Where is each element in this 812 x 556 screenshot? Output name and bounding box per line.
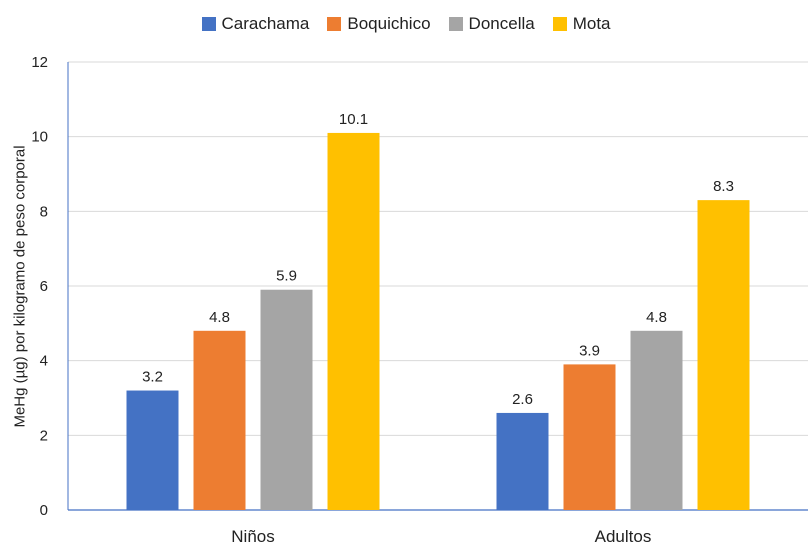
data-label: 4.8 <box>646 309 667 326</box>
data-label: 4.8 <box>209 309 230 326</box>
data-label: 3.9 <box>579 342 600 359</box>
bar-doncella-0 <box>260 289 313 510</box>
data-label: 3.2 <box>142 369 163 386</box>
y-tick-label: 12 <box>31 54 48 71</box>
bar-mota-0 <box>327 132 380 510</box>
legend-swatch-mota <box>552 17 567 31</box>
legend-item-carachama: Carachama <box>201 14 310 34</box>
legend-item-doncella: Doncella <box>448 14 535 34</box>
legend-swatch-doncella <box>448 17 463 31</box>
bar-doncella-1 <box>630 330 683 510</box>
legend-label-boquichico: Boquichico <box>347 14 431 33</box>
legend-item-boquichico: Boquichico <box>327 14 431 34</box>
y-tick-label: 10 <box>31 129 48 146</box>
bar-carachama-0 <box>126 390 179 510</box>
x-category-label: Niños <box>231 527 274 546</box>
legend-label-carachama: Carachama <box>221 14 310 33</box>
legend-swatch-boquichico <box>327 17 342 31</box>
data-label: 2.6 <box>512 391 533 408</box>
y-tick-label: 8 <box>40 203 48 220</box>
data-label: 10.1 <box>339 111 368 128</box>
legend: Carachama Boquichico Doncella Mota <box>0 14 812 34</box>
legend-label-doncella: Doncella <box>468 14 535 33</box>
legend-label-mota: Mota <box>572 14 611 33</box>
bar-boquichico-0 <box>193 330 246 510</box>
x-category-label: Adultos <box>595 527 652 546</box>
bar-carachama-1 <box>496 412 549 510</box>
data-label: 8.3 <box>713 178 734 195</box>
y-tick-label: 0 <box>40 502 48 519</box>
legend-item-mota: Mota <box>552 14 611 34</box>
y-tick-label: 6 <box>40 278 48 295</box>
y-tick-label: 2 <box>40 427 48 444</box>
legend-swatch-carachama <box>201 17 216 31</box>
y-tick-label: 4 <box>40 353 48 370</box>
bar-mota-1 <box>697 200 750 510</box>
bar-boquichico-1 <box>563 364 616 510</box>
data-label: 5.9 <box>276 268 297 285</box>
